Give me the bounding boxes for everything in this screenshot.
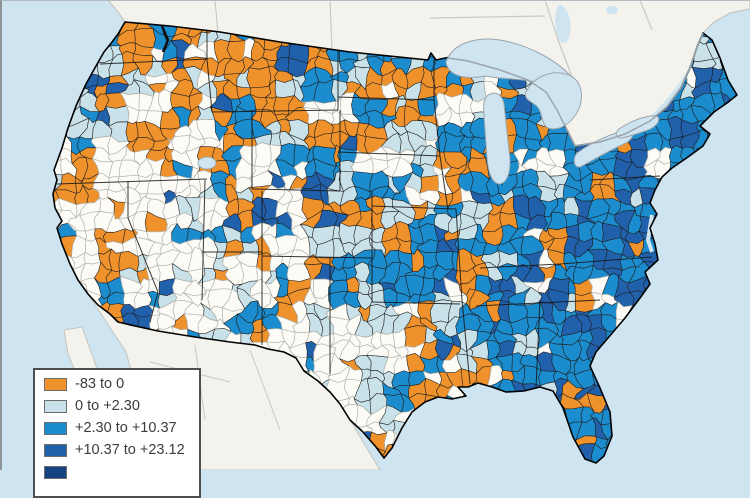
legend-label: +2.30 to +10.37 bbox=[75, 420, 177, 437]
legend-swatch bbox=[44, 378, 67, 391]
legend-item bbox=[44, 464, 190, 481]
legend-label: +10.37 to +23.12 bbox=[75, 442, 185, 459]
legend-label: -83 to 0 bbox=[75, 376, 125, 393]
legend-item: +10.37 to +23.12 bbox=[44, 442, 190, 459]
great-lakes bbox=[197, 32, 704, 185]
us-watershed-choropleth-map bbox=[52, 0, 750, 470]
legend-item: +2.30 to +10.37 bbox=[44, 420, 190, 437]
legend-label: 0 to +2.30 bbox=[75, 398, 140, 415]
map-legend: -83 to 0 0 to +2.30 +2.30 to +10.37 +10.37 … bbox=[33, 368, 201, 498]
legend-swatch bbox=[44, 400, 67, 413]
legend-swatch bbox=[44, 466, 67, 479]
legend-swatch bbox=[44, 422, 67, 435]
state-boundaries bbox=[56, 25, 661, 389]
legend-swatch bbox=[44, 444, 67, 457]
legend-item: 0 to +2.30 bbox=[44, 398, 190, 415]
legend-item: -83 to 0 bbox=[44, 376, 190, 393]
